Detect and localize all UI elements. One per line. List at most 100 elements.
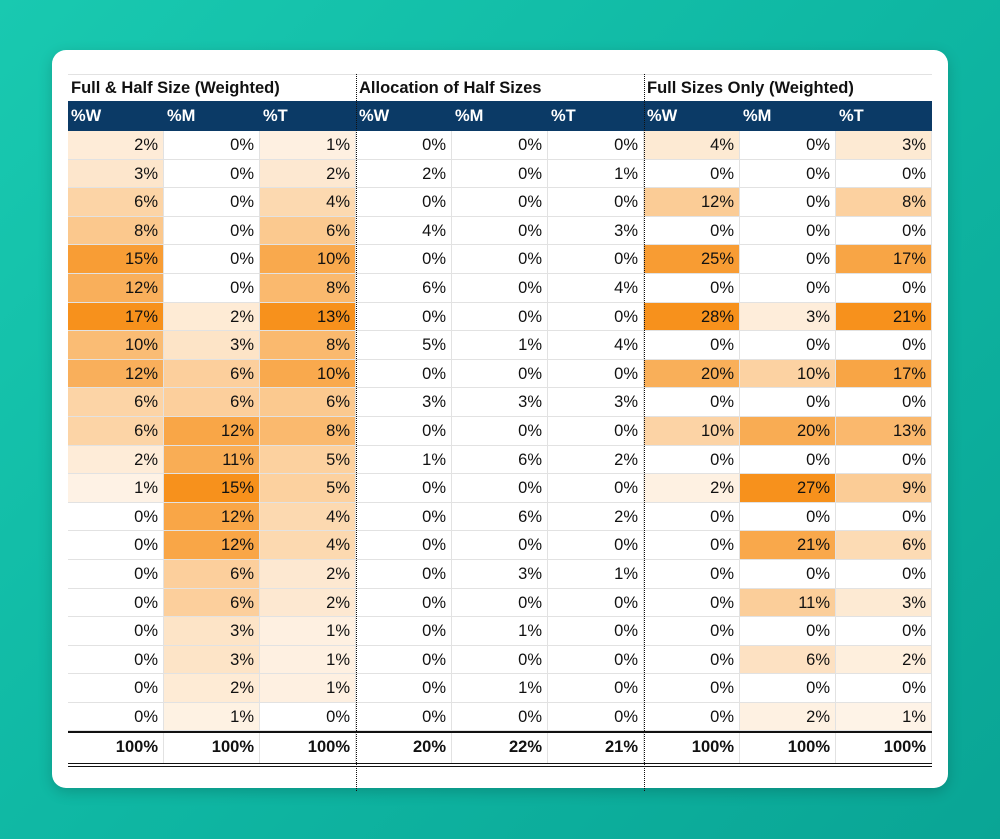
heat-cell: 4% <box>356 216 452 246</box>
heatmap-table: Full & Half Size (Weighted) Allocation o… <box>68 74 932 792</box>
heat-cell: 10% <box>260 245 356 274</box>
heat-cell: 0% <box>356 131 452 160</box>
heat-cell: 0% <box>452 359 548 389</box>
heat-cell: 10% <box>68 331 164 360</box>
heat-cell: 0% <box>644 388 740 417</box>
group-divider <box>356 74 357 792</box>
table-row: 15% 0% 10% 0% 0% 0% 25% 0% 17% <box>68 245 932 274</box>
heat-cell: 0% <box>644 159 740 189</box>
heat-cell: 0% <box>548 588 644 618</box>
heat-cell: 0% <box>548 416 644 446</box>
heat-cell: 4% <box>260 531 356 560</box>
heat-cell: 0% <box>644 445 740 475</box>
heat-cell: 2% <box>548 502 644 532</box>
heat-cell: 12% <box>164 416 260 446</box>
heat-cell: 2% <box>164 302 260 332</box>
table-row: 0% 12% 4% 0% 0% 0% 0% 21% 6% <box>68 531 932 560</box>
heat-cell: 8% <box>836 188 932 217</box>
heat-cell: 17% <box>68 302 164 332</box>
total-cell: 100% <box>836 733 932 764</box>
heat-cell: 3% <box>836 588 932 618</box>
heat-cell: 0% <box>644 216 740 246</box>
heat-cell: 1% <box>260 617 356 646</box>
heat-cell: 0% <box>548 131 644 160</box>
heat-cell: 0% <box>164 188 260 217</box>
heat-cell: 9% <box>836 474 932 503</box>
heat-cell: 4% <box>548 273 644 303</box>
table-row: 6% 12% 8% 0% 0% 0% 10% 20% 13% <box>68 416 932 446</box>
heat-cell: 2% <box>644 474 740 503</box>
heat-cell: 27% <box>740 474 836 503</box>
total-cell: 22% <box>452 733 548 764</box>
heat-cell: 4% <box>260 502 356 532</box>
heat-cell: 0% <box>548 674 644 703</box>
heat-cell: 17% <box>836 245 932 274</box>
heat-cell: 0% <box>356 617 452 646</box>
heat-cell: 20% <box>740 416 836 446</box>
column-header: %T <box>263 107 288 125</box>
heat-cell: 0% <box>548 188 644 217</box>
heat-cell: 0% <box>452 302 548 332</box>
heat-cell: 0% <box>452 702 548 732</box>
heat-cell: 0% <box>644 674 740 703</box>
total-cell: 100% <box>68 733 164 764</box>
heat-cell: 0% <box>356 302 452 332</box>
heat-cell: 0% <box>356 502 452 532</box>
heat-cell: 0% <box>452 474 548 503</box>
group-title-allocation-half: Allocation of Half Sizes <box>359 79 542 97</box>
heat-cell: 5% <box>260 445 356 475</box>
heat-cell: 6% <box>260 388 356 417</box>
heat-cell: 2% <box>740 702 836 732</box>
group-title-full-only: Full Sizes Only (Weighted) <box>647 79 854 97</box>
heat-cell: 0% <box>452 273 548 303</box>
heat-cell: 1% <box>164 702 260 732</box>
heat-cell: 0% <box>740 131 836 160</box>
total-cell: 100% <box>260 733 356 764</box>
heat-cell: 0% <box>452 416 548 446</box>
heat-cell: 0% <box>644 617 740 646</box>
heat-cell: 0% <box>836 445 932 475</box>
totals-row: 100% 100% 100% 20% 22% 21% 100% 100% 100% <box>68 731 932 768</box>
heat-cell: 1% <box>452 674 548 703</box>
heat-cell: 0% <box>164 159 260 189</box>
heat-cell: 13% <box>260 302 356 332</box>
column-header: %M <box>455 107 484 125</box>
heat-cell: 1% <box>260 674 356 703</box>
heat-cell: 6% <box>164 359 260 389</box>
heat-cell: 0% <box>356 359 452 389</box>
heat-cell: 6% <box>452 445 548 475</box>
heat-cell: 0% <box>740 273 836 303</box>
heat-cell: 28% <box>644 302 740 332</box>
column-header: %M <box>167 107 196 125</box>
heat-cell: 0% <box>164 273 260 303</box>
heat-cell: 0% <box>356 645 452 675</box>
heat-cell: 3% <box>68 159 164 189</box>
heat-cell: 0% <box>644 531 740 560</box>
heat-cell: 0% <box>548 302 644 332</box>
heat-cell: 0% <box>548 531 644 560</box>
heat-cell: 3% <box>164 645 260 675</box>
heat-cell: 0% <box>68 531 164 560</box>
heat-cell: 8% <box>68 216 164 246</box>
total-cell: 20% <box>356 733 452 764</box>
heat-cell: 2% <box>164 674 260 703</box>
heat-cell: 0% <box>356 702 452 732</box>
heat-cell: 1% <box>356 445 452 475</box>
heat-cell: 2% <box>260 559 356 589</box>
heat-cell: 15% <box>164 474 260 503</box>
heat-cell: 8% <box>260 331 356 360</box>
heat-cell: 0% <box>68 502 164 532</box>
heat-cell: 2% <box>68 131 164 160</box>
table-row: 6% 0% 4% 0% 0% 0% 12% 0% 8% <box>68 188 932 217</box>
heat-cell: 0% <box>644 559 740 589</box>
total-cell: 100% <box>644 733 740 764</box>
heat-cell: 0% <box>740 159 836 189</box>
heat-cell: 0% <box>452 216 548 246</box>
heat-cell: 5% <box>260 474 356 503</box>
heat-cell: 0% <box>356 245 452 274</box>
heat-cell: 1% <box>452 331 548 360</box>
table-row: 6% 6% 6% 3% 3% 3% 0% 0% 0% <box>68 388 932 417</box>
heat-cell: 12% <box>164 531 260 560</box>
heat-cell: 1% <box>548 559 644 589</box>
heat-cell: 6% <box>68 388 164 417</box>
